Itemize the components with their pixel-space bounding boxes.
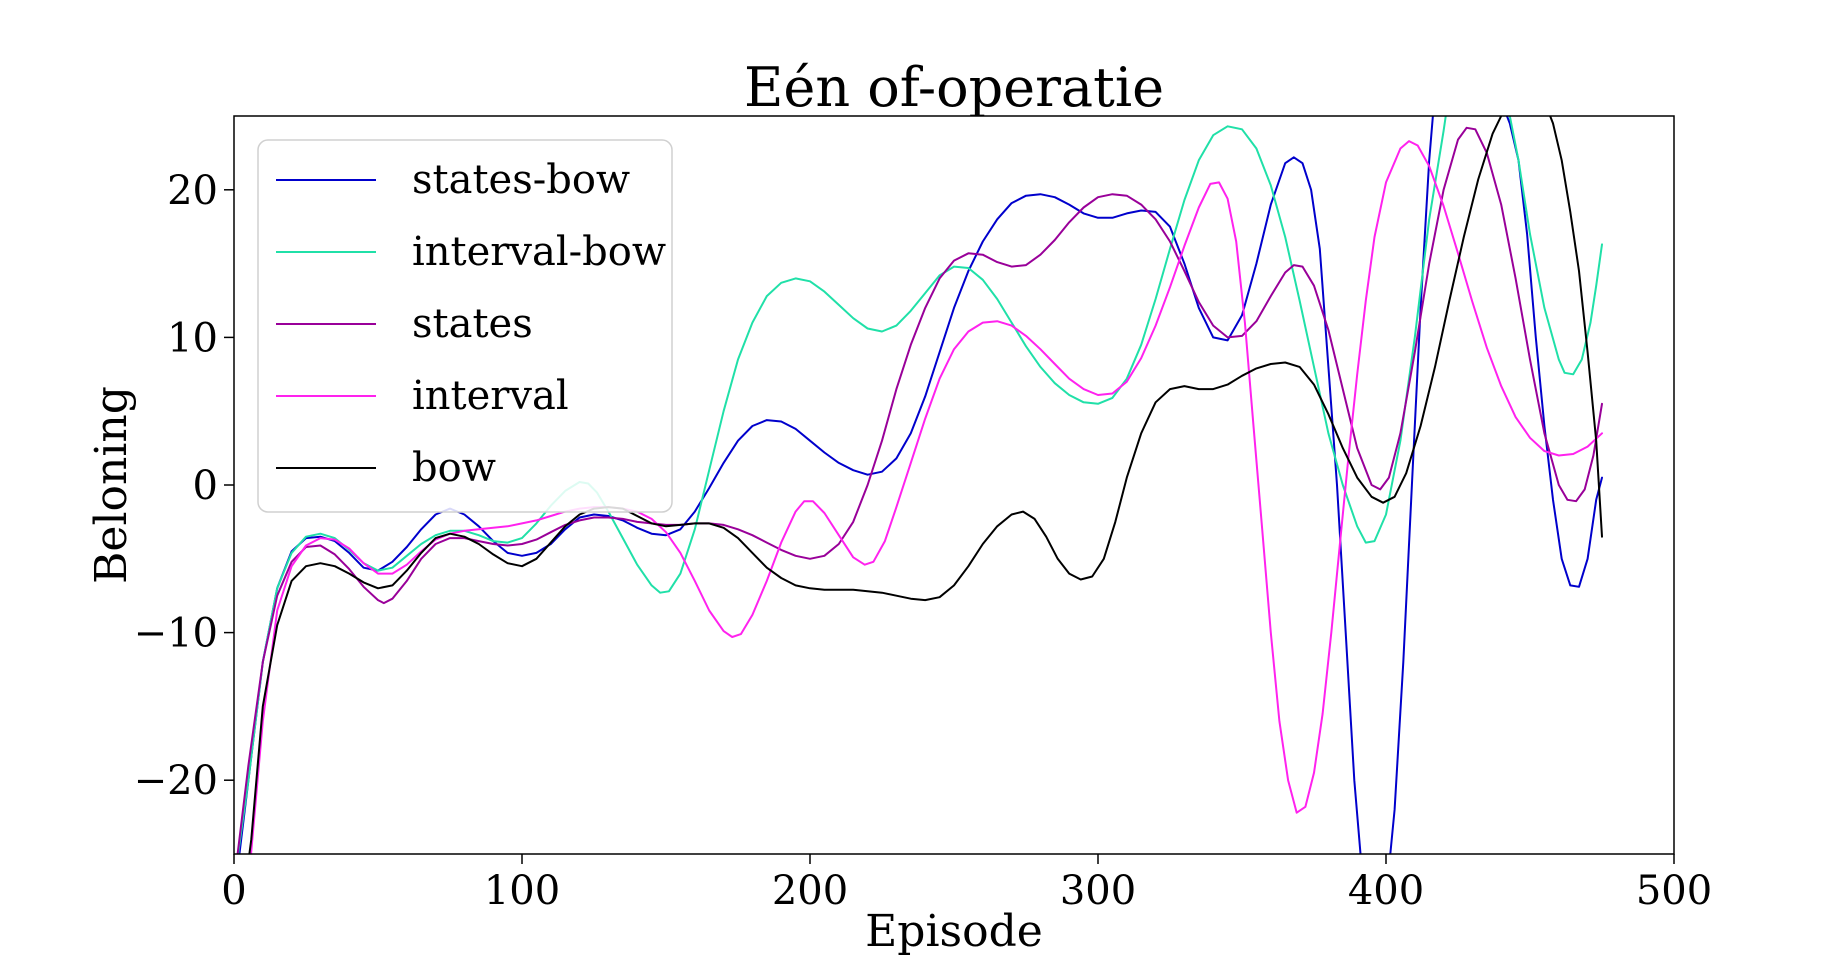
series-line-interval [250,140,1603,854]
x-axis: 0 100 200 300 400 500 [221,854,1712,914]
y-tick-label: −10 [134,611,218,657]
y-tick-label: 20 [167,168,218,214]
series-line-bow [248,116,1603,854]
series-line-states [236,126,1603,854]
y-tick-label: 10 [167,315,218,361]
x-tick-label: 0 [221,868,246,914]
chart-title: Eén of-operatie [744,56,1164,119]
legend-label-interval-bow: interval-bow [412,229,666,275]
x-axis-title: Episode [865,906,1043,955]
y-tick-label: 0 [193,463,218,509]
x-tick-label: 200 [772,868,848,914]
x-tick-label: 100 [484,868,560,914]
legend: states-bow interval-bow states interval bow [257,139,673,513]
series-layer [236,116,1603,854]
legend-label-bow: bow [412,445,496,491]
legend-label-interval: interval [412,373,569,419]
series-line-interval-bow [237,116,1603,854]
y-axis: −20 −10 0 10 20 [134,168,234,804]
legend-box [257,139,673,513]
legend-label-states: states [412,301,533,347]
y-axis-title: Beloning [86,386,137,584]
x-tick-label: 400 [1348,868,1424,914]
legend-label-states-bow: states-bow [412,157,630,203]
y-tick-label: −20 [134,758,218,804]
x-tick-label: 500 [1636,868,1712,914]
x-tick-label: 300 [1060,868,1136,914]
